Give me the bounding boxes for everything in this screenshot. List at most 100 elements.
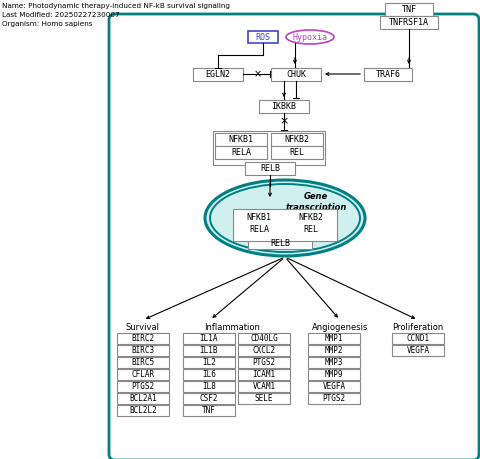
Text: TRAF6: TRAF6 <box>375 70 400 79</box>
FancyBboxPatch shape <box>233 209 337 241</box>
Text: ICAM1: ICAM1 <box>252 370 276 379</box>
Text: RELA: RELA <box>249 224 269 234</box>
FancyBboxPatch shape <box>238 345 290 356</box>
FancyBboxPatch shape <box>183 393 235 404</box>
FancyBboxPatch shape <box>238 357 290 368</box>
FancyBboxPatch shape <box>238 381 290 392</box>
FancyBboxPatch shape <box>117 381 169 392</box>
Text: ×: × <box>254 69 262 79</box>
FancyBboxPatch shape <box>380 16 438 29</box>
FancyBboxPatch shape <box>287 223 335 235</box>
Text: Gene
transcription: Gene transcription <box>285 192 347 212</box>
FancyBboxPatch shape <box>238 333 290 344</box>
FancyBboxPatch shape <box>308 333 360 344</box>
Text: BCL2L2: BCL2L2 <box>129 406 157 415</box>
Text: PTGS2: PTGS2 <box>132 382 155 391</box>
Text: Organism: Homo sapiens: Organism: Homo sapiens <box>2 21 93 27</box>
FancyBboxPatch shape <box>117 345 169 356</box>
Text: Last Modified: 20250227230007: Last Modified: 20250227230007 <box>2 12 120 18</box>
FancyBboxPatch shape <box>117 393 169 404</box>
Text: VEGFA: VEGFA <box>323 382 346 391</box>
FancyBboxPatch shape <box>392 333 444 344</box>
FancyBboxPatch shape <box>271 68 321 81</box>
Text: CFLAR: CFLAR <box>132 370 155 379</box>
Text: ×: × <box>279 116 288 126</box>
FancyBboxPatch shape <box>385 3 433 16</box>
Text: BIRC3: BIRC3 <box>132 346 155 355</box>
Text: TNFRSF1A: TNFRSF1A <box>389 18 429 27</box>
Text: NFKB2: NFKB2 <box>285 135 310 144</box>
Text: PTGS2: PTGS2 <box>252 358 276 367</box>
FancyBboxPatch shape <box>215 146 267 159</box>
Text: CSF2: CSF2 <box>200 394 218 403</box>
FancyBboxPatch shape <box>308 345 360 356</box>
Text: Survival: Survival <box>126 323 160 332</box>
FancyBboxPatch shape <box>183 381 235 392</box>
FancyBboxPatch shape <box>392 345 444 356</box>
Text: MMP3: MMP3 <box>325 358 343 367</box>
FancyBboxPatch shape <box>117 405 169 416</box>
Ellipse shape <box>286 30 334 44</box>
Ellipse shape <box>210 184 360 252</box>
FancyBboxPatch shape <box>287 211 335 223</box>
Text: EGLN2: EGLN2 <box>205 70 230 79</box>
Text: Name: Photodynamic therapy-induced NF-kB survival signaling: Name: Photodynamic therapy-induced NF-kB… <box>2 3 230 9</box>
Text: CD40LG: CD40LG <box>250 334 278 343</box>
Text: Angiogenesis: Angiogenesis <box>312 323 368 332</box>
Text: MMP2: MMP2 <box>325 346 343 355</box>
Text: TNF: TNF <box>202 406 216 415</box>
Text: Hypoxia: Hypoxia <box>292 33 327 41</box>
FancyBboxPatch shape <box>235 211 283 223</box>
Text: IKBKB: IKBKB <box>272 102 297 111</box>
FancyBboxPatch shape <box>117 357 169 368</box>
FancyBboxPatch shape <box>248 237 312 249</box>
Text: CXCL2: CXCL2 <box>252 346 276 355</box>
FancyBboxPatch shape <box>308 357 360 368</box>
Text: VCAM1: VCAM1 <box>252 382 276 391</box>
Text: ROS: ROS <box>255 33 271 41</box>
FancyBboxPatch shape <box>271 146 323 159</box>
FancyBboxPatch shape <box>308 369 360 380</box>
Text: PTGS2: PTGS2 <box>323 394 346 403</box>
FancyBboxPatch shape <box>271 133 323 146</box>
Text: TNF: TNF <box>401 5 417 14</box>
FancyBboxPatch shape <box>183 357 235 368</box>
FancyBboxPatch shape <box>117 333 169 344</box>
Text: BIRC2: BIRC2 <box>132 334 155 343</box>
Text: BIRC5: BIRC5 <box>132 358 155 367</box>
Text: NFKB1: NFKB1 <box>247 213 272 222</box>
FancyBboxPatch shape <box>235 223 283 235</box>
Text: Proliferation: Proliferation <box>392 323 444 332</box>
Text: REL: REL <box>289 148 304 157</box>
FancyBboxPatch shape <box>183 345 235 356</box>
Text: IL8: IL8 <box>202 382 216 391</box>
Text: BCL2A1: BCL2A1 <box>129 394 157 403</box>
Text: RELA: RELA <box>231 148 251 157</box>
Text: RELB: RELB <box>260 164 280 173</box>
Text: IL1B: IL1B <box>200 346 218 355</box>
FancyBboxPatch shape <box>245 162 295 175</box>
FancyBboxPatch shape <box>193 68 243 81</box>
FancyBboxPatch shape <box>259 100 309 113</box>
Text: IL2: IL2 <box>202 358 216 367</box>
Text: IL1A: IL1A <box>200 334 218 343</box>
Text: NFKB2: NFKB2 <box>299 213 324 222</box>
Text: MMP9: MMP9 <box>325 370 343 379</box>
FancyBboxPatch shape <box>215 133 267 146</box>
Text: CHUK: CHUK <box>286 70 306 79</box>
Text: MMP1: MMP1 <box>325 334 343 343</box>
FancyBboxPatch shape <box>109 14 479 459</box>
Text: NFKB1: NFKB1 <box>228 135 253 144</box>
FancyBboxPatch shape <box>308 393 360 404</box>
FancyBboxPatch shape <box>117 369 169 380</box>
Ellipse shape <box>205 180 365 256</box>
FancyBboxPatch shape <box>183 405 235 416</box>
FancyBboxPatch shape <box>183 333 235 344</box>
Text: Inflammation: Inflammation <box>204 323 260 332</box>
FancyBboxPatch shape <box>238 393 290 404</box>
FancyBboxPatch shape <box>364 68 412 81</box>
FancyBboxPatch shape <box>183 369 235 380</box>
Text: CCND1: CCND1 <box>407 334 430 343</box>
Text: VEGFA: VEGFA <box>407 346 430 355</box>
FancyBboxPatch shape <box>213 131 325 165</box>
